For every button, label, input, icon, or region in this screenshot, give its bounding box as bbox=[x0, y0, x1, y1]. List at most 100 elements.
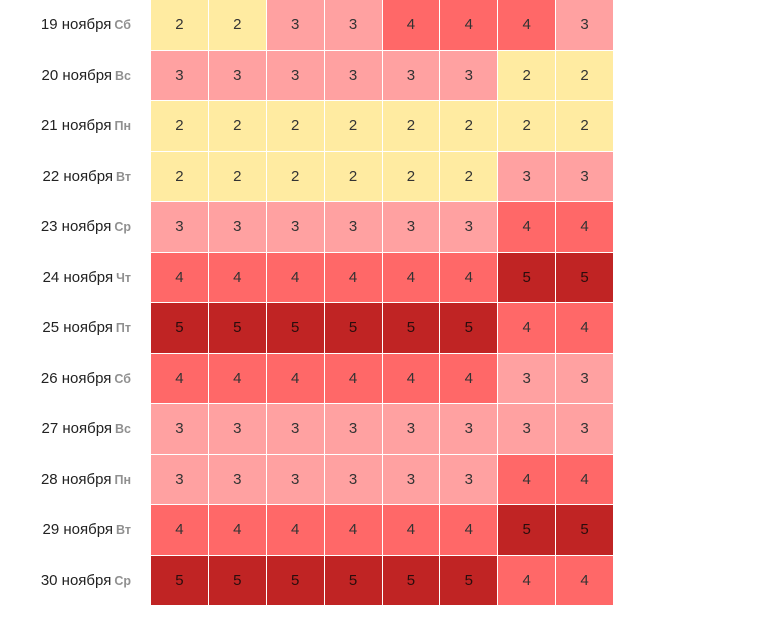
index-cell: 4 bbox=[208, 505, 267, 556]
index-cell: 5 bbox=[324, 303, 383, 354]
index-cell: 4 bbox=[208, 353, 267, 404]
date-label: 25 ноября Пт bbox=[42, 303, 131, 354]
index-cell: 3 bbox=[324, 202, 383, 253]
index-cell: 3 bbox=[498, 353, 557, 404]
date-text: 22 ноября bbox=[42, 167, 114, 185]
index-cell: 3 bbox=[324, 404, 383, 455]
index-cell: 2 bbox=[498, 101, 557, 152]
index-cell: 3 bbox=[498, 404, 557, 455]
date-text: 29 ноября bbox=[42, 521, 114, 538]
weekday-label: Пн bbox=[114, 119, 131, 133]
day-row: 20 ноября Вс 3 3 3 3 3 3 2 2 bbox=[0, 50, 764, 102]
weekday-label: Сб bbox=[114, 371, 131, 386]
index-cell: 2 bbox=[151, 0, 209, 51]
weekday-label: Ср bbox=[114, 220, 131, 234]
index-cell: 3 bbox=[382, 404, 441, 455]
index-cell: 3 bbox=[440, 404, 499, 455]
date-label: 20 ноября Вс bbox=[42, 51, 131, 102]
index-cell: 2 bbox=[440, 101, 499, 152]
index-cell: 3 bbox=[266, 0, 325, 51]
date-label: 22 ноября Вт bbox=[43, 152, 131, 203]
index-cell: 5 bbox=[440, 303, 499, 354]
index-cell: 3 bbox=[151, 454, 209, 505]
index-cell: 4 bbox=[440, 0, 499, 51]
index-cell: 5 bbox=[556, 252, 613, 303]
index-cell: 4 bbox=[498, 303, 557, 354]
index-cell: 3 bbox=[498, 151, 557, 202]
index-cell: 2 bbox=[324, 151, 383, 202]
date-text: 19 ноября bbox=[40, 16, 112, 33]
index-cell: 4 bbox=[151, 505, 209, 556]
index-cell: 4 bbox=[556, 202, 613, 253]
index-cell: 4 bbox=[151, 252, 209, 303]
day-cells: 3 3 3 3 3 3 4 4 bbox=[151, 202, 613, 253]
day-row: 27 ноября Вс 3 3 3 3 3 3 3 3 bbox=[0, 404, 764, 455]
day-row: 25 ноября Пт 5 5 5 5 5 5 4 4 bbox=[0, 303, 764, 354]
index-cell: 3 bbox=[324, 0, 383, 51]
day-cells: 3 3 3 3 3 3 3 3 bbox=[151, 404, 613, 455]
date-label: 19 ноября Сб bbox=[41, 0, 131, 51]
index-cell: 2 bbox=[266, 101, 325, 152]
index-cell: 3 bbox=[151, 404, 209, 455]
index-cell: 2 bbox=[556, 50, 613, 101]
index-cell: 4 bbox=[498, 202, 557, 253]
date-label: 24 ноября Чт bbox=[43, 253, 131, 304]
index-cell: 3 bbox=[382, 454, 441, 505]
index-cell: 3 bbox=[324, 454, 383, 505]
index-cell: 3 bbox=[382, 50, 441, 101]
index-cell: 4 bbox=[151, 353, 209, 404]
index-cell: 3 bbox=[440, 50, 499, 101]
index-cell: 3 bbox=[151, 50, 209, 101]
weekday-label: Вт bbox=[116, 169, 131, 184]
index-cell: 3 bbox=[208, 50, 267, 101]
index-cell: 2 bbox=[556, 101, 613, 152]
index-cell: 4 bbox=[324, 505, 383, 556]
day-cells: 4 4 4 4 4 4 5 5 bbox=[151, 252, 613, 303]
weekday-label: Вс bbox=[115, 68, 131, 83]
index-cell: 5 bbox=[440, 555, 499, 606]
day-cells: 4 4 4 4 4 4 3 3 bbox=[151, 353, 613, 404]
day-row: 21 ноября Пн 2 2 2 2 2 2 2 2 bbox=[0, 101, 764, 152]
weekday-label: Чт bbox=[116, 270, 131, 285]
index-cell: 4 bbox=[498, 454, 557, 505]
index-cell: 3 bbox=[266, 50, 325, 101]
day-cells: 2 2 2 2 2 2 3 3 bbox=[151, 151, 613, 202]
index-cell: 5 bbox=[324, 555, 383, 606]
date-text: 21 ноября bbox=[40, 117, 112, 134]
index-cell: 4 bbox=[440, 353, 499, 404]
day-cells: 2 2 2 2 2 2 2 2 bbox=[151, 101, 613, 152]
index-cell: 3 bbox=[324, 50, 383, 101]
day-cells: 5 5 5 5 5 5 4 4 bbox=[151, 303, 613, 354]
index-cell: 5 bbox=[208, 303, 267, 354]
index-cell: 5 bbox=[151, 303, 209, 354]
date-text: 23 ноября bbox=[40, 218, 112, 235]
index-cell: 5 bbox=[266, 303, 325, 354]
index-cell: 3 bbox=[556, 404, 613, 455]
index-cell: 3 bbox=[151, 202, 209, 253]
day-row: 23 ноября Ср 3 3 3 3 3 3 4 4 bbox=[0, 202, 764, 253]
date-text: 27 ноября bbox=[41, 420, 113, 437]
weekday-label: Пт bbox=[115, 321, 131, 335]
index-cell: 5 bbox=[382, 555, 441, 606]
day-row: 30 ноября Ср 5 5 5 5 5 5 4 4 bbox=[0, 555, 764, 606]
day-cells: 4 4 4 4 4 4 5 5 bbox=[151, 505, 613, 556]
index-cell: 3 bbox=[208, 404, 267, 455]
day-cells: 2 2 3 3 4 4 4 3 bbox=[151, 0, 613, 51]
date-text: 26 ноября bbox=[40, 369, 112, 387]
index-cell: 3 bbox=[266, 404, 325, 455]
index-cell: 5 bbox=[266, 555, 325, 606]
index-cell: 4 bbox=[324, 252, 383, 303]
index-cell: 4 bbox=[498, 0, 557, 51]
date-label: 23 ноября Ср bbox=[41, 202, 131, 253]
index-cell: 4 bbox=[498, 555, 557, 606]
index-cell: 4 bbox=[382, 353, 441, 404]
index-cell: 4 bbox=[324, 353, 383, 404]
weekday-label: Ср bbox=[114, 573, 131, 588]
index-cell: 2 bbox=[324, 101, 383, 152]
day-row: 22 ноября Вт 2 2 2 2 2 2 3 3 bbox=[0, 151, 764, 203]
day-row: 24 ноября Чт 4 4 4 4 4 4 5 5 bbox=[0, 252, 764, 304]
index-cell: 2 bbox=[498, 50, 557, 101]
index-cell: 4 bbox=[382, 252, 441, 303]
index-cell: 5 bbox=[498, 252, 557, 303]
index-cell: 3 bbox=[266, 202, 325, 253]
